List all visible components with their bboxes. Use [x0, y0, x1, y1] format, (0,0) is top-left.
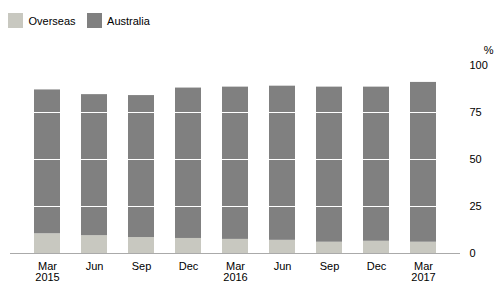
svg-text:Jun: Jun: [86, 260, 104, 272]
svg-text:Dec: Dec: [367, 260, 387, 272]
svg-text:75: 75: [470, 106, 482, 118]
svg-text:Sep: Sep: [132, 260, 152, 272]
html-text:Overseas: Overseas: [28, 14, 76, 27]
svg-text:Mar2016: Mar2016: [223, 260, 247, 283]
svg-text:Dec: Dec: [179, 260, 199, 272]
svg-text:50: 50: [470, 153, 482, 165]
svg-text:Sep: Sep: [320, 260, 340, 272]
svg-text:Mar2015: Mar2015: [35, 260, 59, 283]
svg-text:%: %: [484, 44, 494, 56]
svg-text:Mar2017: Mar2017: [411, 260, 435, 283]
svg-text:100: 100: [470, 59, 488, 71]
html-text:Australia: Australia: [107, 14, 150, 27]
svg-text:0: 0: [470, 247, 476, 259]
svg-text:25: 25: [470, 200, 482, 212]
svg-text:Jun: Jun: [274, 260, 292, 272]
